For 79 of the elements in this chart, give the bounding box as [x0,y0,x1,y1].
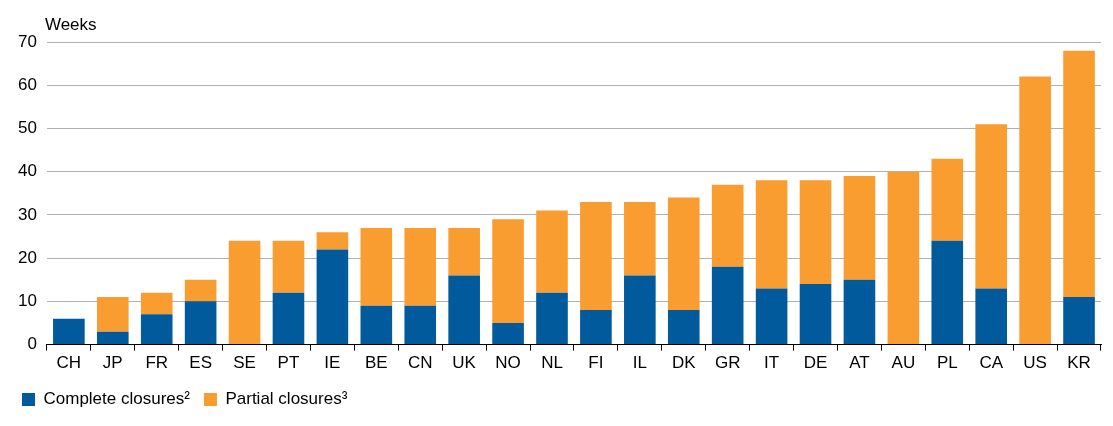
bar [272,240,305,293]
bar [580,310,612,345]
bar [667,310,700,345]
bar [1063,297,1095,345]
x-tick-label: IE [324,353,341,373]
bar [536,210,568,293]
x-tick-label: DE [803,353,828,373]
bar [272,292,305,345]
bar [536,292,568,345]
y-axis-title: Weeks [44,15,97,35]
x-tick-label: KR [1067,353,1091,373]
x-tick-label: NO [495,353,521,373]
x-tick-label: NL [541,353,563,373]
x-tick-label: JP [102,353,123,373]
bar [887,171,920,345]
x-tick-label: CH [56,353,82,373]
x-tick-label: CA [979,353,1004,373]
bar [228,240,261,345]
bar [1063,50,1095,298]
bar [624,201,656,276]
y-tick-label: 70 [17,31,37,51]
x-tick-label: GR [714,353,741,373]
bar [711,266,744,345]
bar [624,275,656,345]
bar [184,279,217,302]
y-tick-label: 10 [17,291,37,311]
bar [316,249,349,345]
bar [140,314,173,345]
legend-label: Partial closures³ [225,389,348,409]
bar [53,318,85,345]
bar [448,275,480,345]
bar [931,158,964,241]
bar [755,288,788,345]
bar [96,297,129,332]
bar [843,176,876,280]
x-tick-label: DK [671,353,697,373]
y-tick-label: 0 [27,334,37,354]
bar [580,201,612,311]
bar [931,240,964,345]
bar [843,279,876,345]
bar [140,292,173,315]
x-tick-label: PT [277,353,300,373]
x-tick-label: AU [891,353,916,373]
bar [755,180,788,289]
y-tick-label: 40 [17,161,37,181]
bar [667,197,700,311]
bar [96,331,129,345]
bar [492,219,524,323]
x-tick-label: FR [145,353,169,373]
x-tick-label: CN [407,353,433,373]
bar [492,322,524,345]
x-tick-label: SE [233,353,256,373]
x-tick-label: ES [189,353,212,373]
bar [316,232,349,250]
y-tick-label: 20 [17,247,37,267]
x-tick-label: AT [849,353,870,373]
y-tick-label: 50 [17,118,37,138]
bar [799,180,832,285]
x-tick-label: US [1023,353,1047,373]
bar [184,301,217,345]
x-tick-label: IT [764,353,780,373]
x-tick-label: BE [364,353,388,373]
bar [404,227,437,306]
y-tick-label: 30 [17,204,37,224]
bar [711,184,744,267]
x-tick-label: IL [632,353,647,373]
bar [799,284,832,345]
bar [1019,76,1051,345]
x-tick-label: PL [936,353,958,373]
y-tick-label: 60 [17,74,37,94]
bar [975,288,1008,345]
bar [975,124,1008,289]
legend-label: Complete closures² [43,389,191,409]
bar [404,305,437,345]
x-tick-label: UK [452,353,477,373]
bar [448,227,480,276]
bar [360,305,393,345]
bar [360,227,393,306]
x-tick-label: FI [588,353,604,373]
